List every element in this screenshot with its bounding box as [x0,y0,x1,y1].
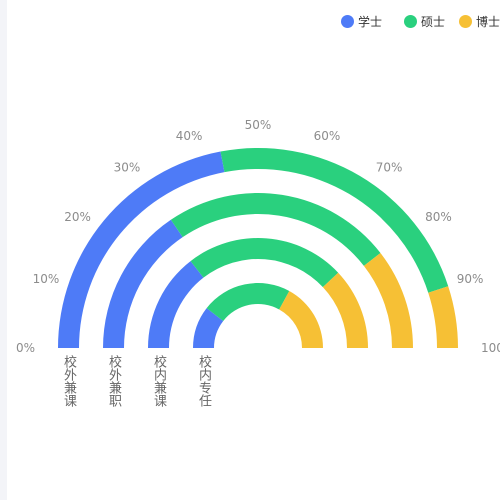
arc-segment-3-1[interactable] [148,261,204,348]
legend-swatch[interactable] [341,15,354,28]
angle-tick-label: 30% [114,161,141,175]
arc-segment-2-2[interactable] [170,193,381,266]
left-border-strip [0,0,7,500]
arc-segment-4-2[interactable] [206,283,290,322]
arc-segment-2-1[interactable] [103,219,183,348]
angle-tick-label: 0% [16,341,35,355]
category-label: 校内兼课 [151,354,167,407]
arc-segment-4-1[interactable] [193,308,224,348]
category-labels: 校外兼课 校外兼职 校内兼课 校内专任 [61,354,212,407]
series-arcs [58,147,458,348]
arc-segment-3-2[interactable] [190,237,339,288]
legend-swatch[interactable] [459,15,472,28]
angle-tick-label: 80% [425,210,452,224]
arc-segment-1-3[interactable] [428,286,458,348]
angle-tick-label: 60% [314,129,341,143]
arc-segment-3-3[interactable] [322,272,368,348]
angle-tick-label: 100% [481,341,500,355]
legend: 学士 硕士 博士 [341,14,500,29]
legend-label[interactable]: 博士 [476,14,500,29]
arc-segment-1-1[interactable] [58,151,225,348]
angle-tick-label: 90% [457,272,484,286]
angle-tick-label: 40% [176,129,203,143]
category-label: 校外兼职 [106,354,122,407]
legend-label[interactable]: 硕士 [421,15,445,29]
category-label: 校外兼课 [61,354,77,407]
category-label: 校内专任 [196,354,212,407]
angle-tick-label: 70% [376,161,403,175]
legend-label[interactable]: 学士 [358,14,382,29]
angle-tick-label: 10% [33,272,60,286]
arc-segment-2-3[interactable] [363,253,413,348]
angle-axis-ticks: 0% 10% 20% 30% 40% 50% 60% 70% 80% 90% 100% [16,118,500,355]
angle-tick-label: 20% [64,210,91,224]
arc-segment-4-3[interactable] [279,291,323,348]
arc-segment-1-2[interactable] [220,147,449,293]
legend-swatch[interactable] [404,15,417,28]
angle-tick-label: 50% [245,118,272,132]
